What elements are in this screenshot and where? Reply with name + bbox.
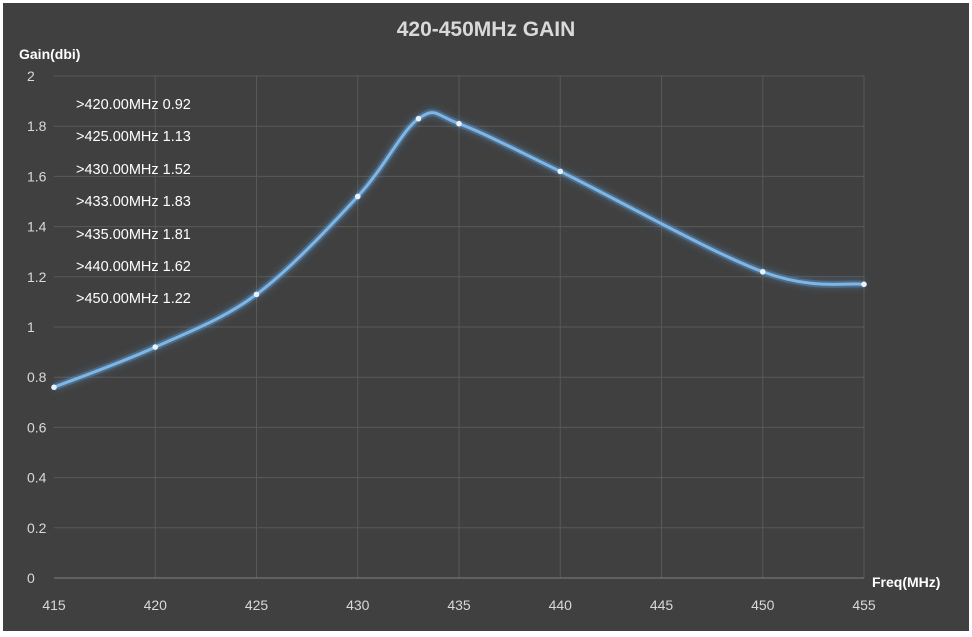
data-point <box>354 193 361 200</box>
y-tick-label: 1 <box>27 319 35 335</box>
y-axis-label: Gain(dbi) <box>19 46 81 62</box>
y-tick-label: 0 <box>27 570 35 586</box>
annotation-430: >430.00MHz 1.52 <box>76 162 191 178</box>
annotation-425: >425.00MHz 1.13 <box>76 129 191 145</box>
y-tick-label: 2 <box>27 68 35 84</box>
annotation-420: >420.00MHz 0.92 <box>76 97 191 113</box>
chart-title: 420-450MHz GAIN <box>396 18 576 41</box>
data-point <box>759 268 766 275</box>
data-point <box>415 115 422 122</box>
x-tick-label: 430 <box>346 597 370 613</box>
data-point <box>456 120 462 127</box>
x-tick-label: 435 <box>447 597 471 613</box>
x-tick-label: 420 <box>144 597 168 613</box>
data-point <box>152 344 159 350</box>
data-point <box>253 291 260 298</box>
annotation-440: >440.00MHz 1.62 <box>76 259 191 275</box>
y-tick-label: 0.6 <box>27 419 47 435</box>
y-tick-label: 1.4 <box>27 219 47 235</box>
y-tick-label: 1.6 <box>27 168 47 184</box>
x-tick-labels: 415 420 425 430 435 440 445 450 455 <box>42 597 876 613</box>
x-tick-label: 455 <box>852 597 876 613</box>
grid-lines <box>54 75 865 579</box>
y-tick-label: 0.8 <box>27 369 47 385</box>
annotation-433: >433.00MHz 1.83 <box>76 194 191 210</box>
data-point <box>51 384 57 391</box>
series-group <box>51 109 867 391</box>
y-tick-labels: 0 0.2 0.4 0.6 0.8 1 1.2 1.4 1.6 1.8 2 <box>27 68 47 586</box>
y-tick-label: 1.8 <box>27 118 47 134</box>
x-tick-label: 415 <box>42 597 66 613</box>
x-axis-label: Freq(MHz) <box>872 574 941 590</box>
x-tick-label: 450 <box>751 597 775 613</box>
y-tick-label: 1.2 <box>27 269 47 285</box>
data-point <box>557 168 564 175</box>
data-point <box>861 281 867 288</box>
y-tick-label: 0.2 <box>27 520 47 536</box>
annotation-450: >450.00MHz 1.22 <box>76 291 191 307</box>
annotation-435: >435.00MHz 1.81 <box>76 227 191 243</box>
x-tick-label: 445 <box>650 597 674 613</box>
chart-area <box>3 3 969 631</box>
x-tick-label: 425 <box>245 597 269 613</box>
x-tick-label: 440 <box>549 597 573 613</box>
y-tick-label: 0.4 <box>27 470 47 486</box>
